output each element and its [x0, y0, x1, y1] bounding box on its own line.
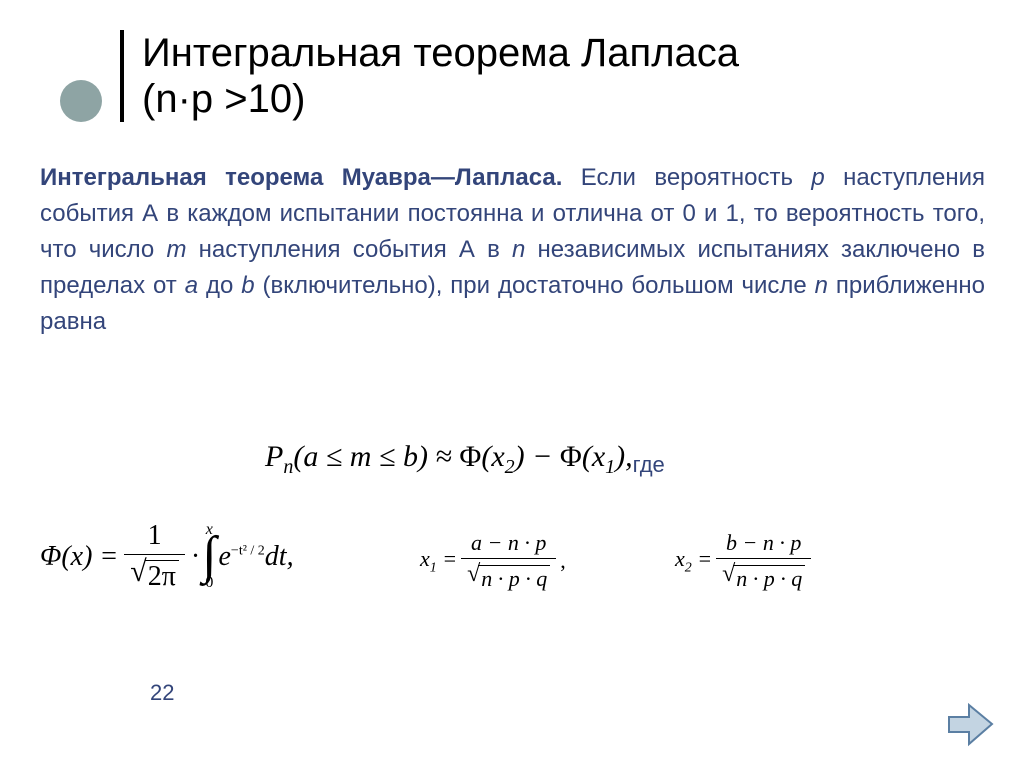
main-formula: Pn(a ≤ m ≤ b) ≈ Φ(x2) − Φ(x1),где — [265, 440, 665, 479]
page-number: 22 — [150, 680, 174, 706]
title-line2: (n·p >10) — [142, 77, 305, 121]
x2-definition: x2 = b − n · p √ n · p · q — [675, 530, 815, 592]
theorem-paragraph: Интегральная теорема Муавра—Лапласа. Есл… — [40, 160, 985, 340]
x1-definition: x1 = a − n · p √ n · p · q , — [420, 530, 566, 592]
title-line1: Интегральная теорема Лапласа — [142, 31, 739, 75]
next-arrow-icon[interactable] — [944, 697, 994, 752]
slide-bullet — [60, 80, 102, 122]
slide-title: Интегральная теорема Лапласа (n·p >10) — [120, 30, 739, 122]
paragraph-lead: Интегральная теорема Муавра—Лапласа. — [40, 164, 562, 191]
phi-definition: Φ(x) = 1 √ 2π · x ∫ 0 e−t² / 2dt, — [40, 520, 294, 593]
